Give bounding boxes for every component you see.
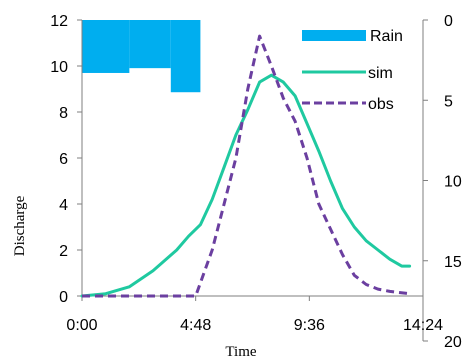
- y-tick-label: 8: [59, 105, 68, 122]
- y-tick-label: 4: [59, 197, 68, 214]
- y2-tick-label: 15: [444, 254, 462, 271]
- y2-tick-label: 0: [444, 13, 453, 30]
- y2-tick-label: 20: [444, 334, 462, 351]
- series-line-obs: [82, 34, 410, 298]
- y-tick-label: 0: [59, 289, 68, 306]
- legend-rain-swatch: [302, 30, 366, 41]
- rain-bar: [82, 20, 130, 73]
- y2-tick-label: 5: [444, 93, 453, 110]
- x-tick-label: 14:24: [403, 317, 443, 334]
- y2-tick-label: 10: [444, 174, 462, 191]
- y-axis-title: Discharge: [12, 195, 28, 256]
- tick-labels: 0 2 4 6 8 10 12 0 5 10 15 20 0:00 4:48 9:36 14:24: [50, 13, 462, 351]
- x-tick-label: 4:48: [180, 317, 211, 334]
- legend-sim-label: sim: [368, 65, 393, 82]
- y-tick-label: 12: [50, 13, 68, 30]
- series-lines: [80, 34, 412, 298]
- rain-bars: [82, 20, 201, 93]
- x-tick-label: 0:00: [66, 317, 97, 334]
- rain-bar: [129, 20, 171, 69]
- series-line-sim: [80, 73, 412, 298]
- y-tick-label: 6: [59, 151, 68, 168]
- rain-bar: [170, 20, 201, 93]
- x-tick-label: 9:36: [294, 317, 325, 334]
- legend-rain-label: Rain: [370, 28, 403, 45]
- legend-obs-label: obs: [368, 96, 394, 113]
- x-axis-title: Time: [225, 344, 256, 360]
- y-tick-label: 10: [50, 59, 68, 76]
- legend: Rain sim obs: [302, 28, 403, 113]
- tick-marks: [77, 19, 428, 342]
- y-tick-label: 2: [59, 243, 68, 260]
